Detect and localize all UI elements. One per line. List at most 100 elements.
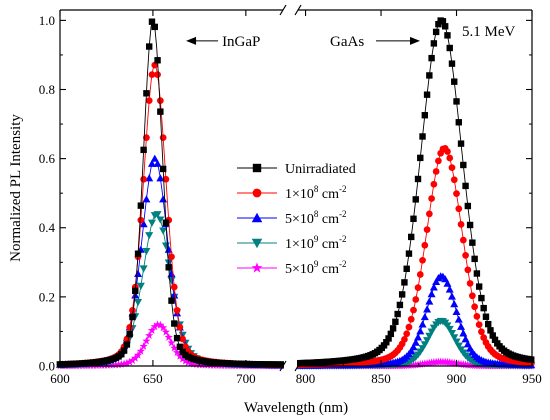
data-point [459, 329, 468, 337]
data-point [446, 44, 453, 52]
data-point [416, 271, 424, 278]
data-point [140, 146, 147, 154]
data-point [429, 283, 438, 291]
data-point [417, 154, 424, 162]
data-point [453, 190, 460, 198]
data-point [491, 336, 499, 344]
data-point [173, 334, 181, 342]
data-point [172, 348, 182, 357]
data-point [170, 291, 179, 299]
data-point [418, 320, 427, 328]
data-point [170, 283, 178, 291]
annotation-ingap: InGaP [222, 34, 260, 50]
data-point [126, 330, 133, 338]
data-point [445, 325, 454, 334]
data-point [461, 335, 470, 343]
data-point [156, 216, 165, 224]
data-point [120, 359, 129, 368]
legend-marker [251, 262, 263, 273]
data-point [482, 313, 490, 320]
data-point [398, 291, 406, 298]
x-tick-label: 700 [236, 371, 256, 386]
annotation-energy: 5.1 MeV [462, 24, 515, 40]
x-axis-label: Wavelength (nm) [244, 400, 348, 416]
data-point [182, 343, 189, 350]
data-point [423, 91, 431, 98]
data-point [447, 292, 456, 300]
data-point [168, 297, 175, 304]
data-point [462, 252, 469, 259]
data-point [426, 72, 433, 79]
data-point [139, 265, 148, 273]
data-point [392, 318, 399, 325]
data-point [129, 307, 136, 314]
data-point [137, 216, 145, 224]
series-square [56, 17, 535, 368]
data-point [178, 354, 187, 363]
data-point [165, 264, 172, 271]
data-point [454, 315, 463, 323]
data-point [122, 358, 132, 367]
data-point [450, 300, 459, 308]
data-point [173, 307, 181, 314]
data-point [401, 335, 408, 343]
data-point [123, 341, 131, 348]
data-point [454, 342, 463, 350]
data-point [428, 54, 435, 62]
x-tick-label: 900 [447, 371, 467, 386]
data-point [134, 269, 143, 278]
data-point [473, 313, 481, 320]
y-tick-label: 0.6 [39, 151, 56, 166]
y-tick-label: 0.2 [39, 289, 55, 304]
data-point [489, 332, 496, 339]
data-point [471, 255, 478, 263]
data-point [473, 270, 481, 277]
legend-label: 5×109 cm-2 [285, 259, 347, 277]
data-point [136, 346, 145, 355]
data-point [464, 266, 472, 274]
data-point [455, 119, 462, 126]
data-point [159, 165, 167, 173]
data-point [403, 265, 410, 272]
data-point [448, 164, 456, 172]
data-point [430, 180, 438, 188]
arrow-head [186, 36, 197, 45]
data-point [408, 233, 415, 241]
data-point [478, 328, 485, 336]
data-point [412, 296, 420, 303]
legend-entry: 1×109 cm-2 [237, 234, 347, 252]
data-point [416, 327, 425, 335]
chart-annotations: InGaP GaAs 5.1 MeV [186, 24, 515, 50]
data-point [466, 280, 474, 287]
data-point [159, 195, 168, 203]
data-point [414, 175, 422, 183]
data-point [126, 323, 134, 331]
data-point [432, 28, 440, 36]
data-point [401, 279, 408, 286]
annotation-gaas: GaAs [330, 34, 364, 50]
data-point [446, 154, 454, 162]
y-axis-label: Normalized PL Intensity [8, 114, 24, 262]
data-point [420, 312, 429, 321]
data-point [447, 329, 456, 338]
data-point [444, 148, 451, 155]
data-point [114, 360, 123, 369]
data-point [423, 226, 431, 233]
data-point [108, 360, 118, 369]
data-point [450, 334, 459, 342]
data-point [385, 335, 392, 342]
data-point [485, 320, 492, 328]
data-point [167, 338, 176, 347]
data-point [147, 326, 157, 334]
data-point [450, 176, 458, 184]
x-tick-label: 850 [371, 371, 391, 386]
x-tick-label: 600 [50, 371, 70, 386]
data-point [478, 294, 485, 302]
data-point [389, 325, 397, 332]
data-point [464, 202, 472, 210]
data-point [457, 140, 465, 147]
data-point [181, 356, 190, 365]
data-point [475, 321, 483, 329]
data-point [120, 347, 128, 354]
data-point [480, 304, 487, 312]
